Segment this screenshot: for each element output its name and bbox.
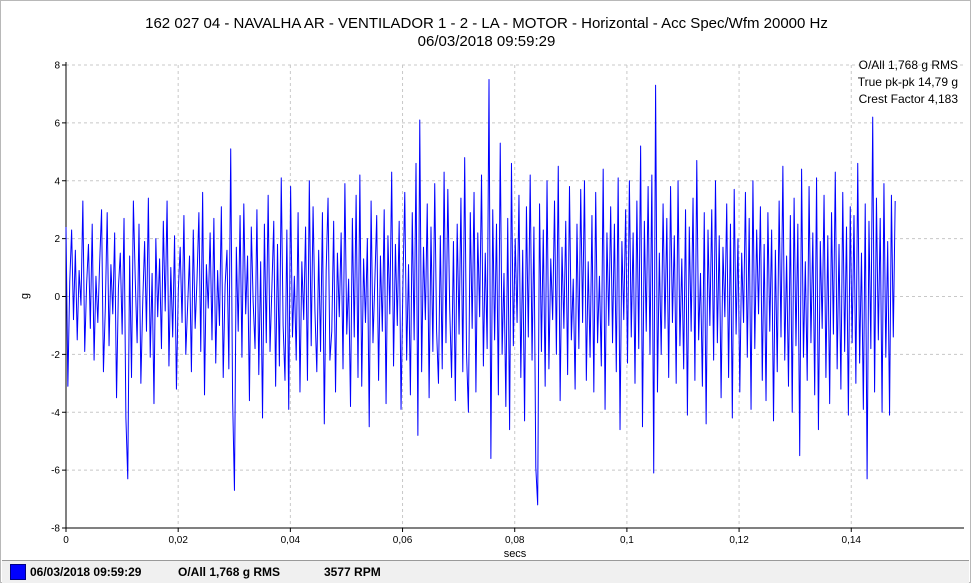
- footer-rpm: 3577 RPM: [324, 565, 381, 579]
- waveform-line: [65, 78, 896, 506]
- chart-title: 162 027 04 - NAVALHA AR - VENTILADOR 1 -…: [145, 15, 828, 32]
- x-tick-label: 0,02: [168, 535, 188, 546]
- x-tick-label: 0,14: [842, 535, 862, 546]
- x-axis-label: secs: [504, 548, 527, 559]
- crest-factor-readout: Crest Factor 4,183: [858, 92, 958, 106]
- waveform-plot: 0 0,02 0,04 0,06 0,08 0,1 0,12 0,14 -8 -6 -4 -2 0 2 4 6…: [19, 61, 964, 559]
- y-tick-label: -6: [51, 466, 60, 477]
- x-tick-label: 0,04: [281, 535, 301, 546]
- x-tick-label: 0,1: [620, 535, 634, 546]
- y-axis-label: g: [19, 293, 31, 299]
- chart-subtitle-date: 06/03/2018 09:59:29: [417, 33, 556, 50]
- x-tick-label: 0,06: [393, 535, 413, 546]
- footer-timestamp: 06/03/2018 09:59:29: [30, 565, 142, 579]
- y-tick-label: 0: [54, 292, 60, 303]
- x-tick-label: 0,12: [729, 535, 749, 546]
- x-tick-label: 0: [63, 535, 69, 546]
- y-tick-label: -4: [51, 408, 60, 419]
- y-tick-label: 2: [54, 234, 60, 245]
- overall-rms-readout: O/All 1,768 g RMS: [858, 58, 958, 72]
- series-color-swatch: [10, 564, 26, 580]
- status-footer: 06/03/2018 09:59:29 O/All 1,768 g RMS 35…: [2, 560, 969, 583]
- y-tick-label: -8: [51, 524, 60, 535]
- x-tick-label: 0,08: [505, 535, 525, 546]
- y-tick-label: 8: [54, 61, 60, 72]
- footer-overall: O/All 1,768 g RMS: [178, 565, 281, 579]
- y-tick-label: -2: [51, 350, 60, 361]
- y-tick-label: 4: [54, 176, 60, 187]
- pk-pk-readout: True pk-pk 14,79 g: [857, 75, 958, 89]
- y-tick-label: 6: [54, 118, 60, 129]
